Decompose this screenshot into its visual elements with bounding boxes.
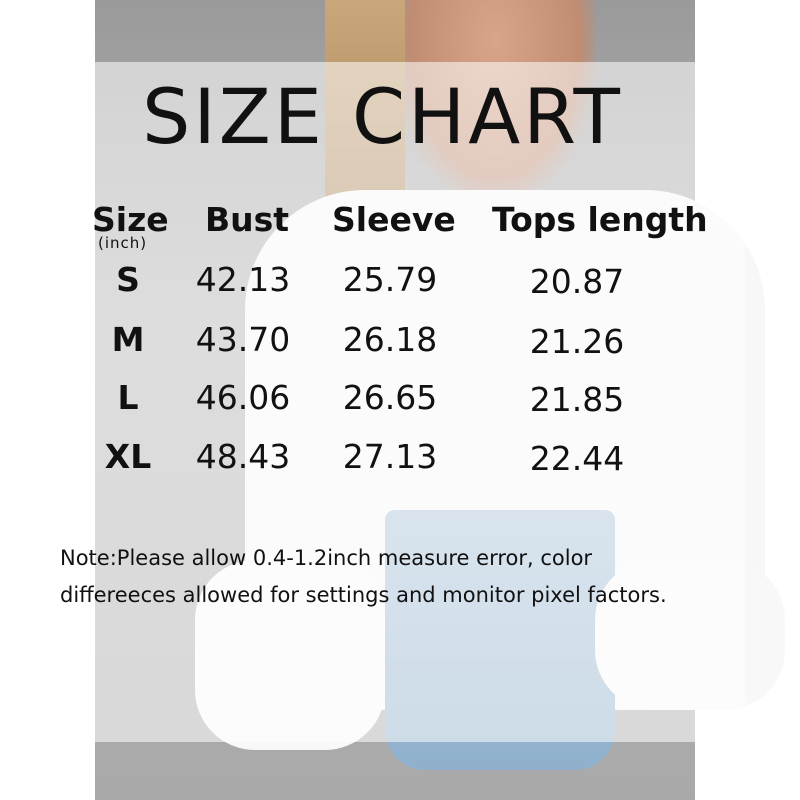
sleeve-cell: 27.13 <box>342 437 438 476</box>
length-cell: 21.26 <box>529 322 625 361</box>
note-line-1: Note:Please allow 0.4-1.2inch measure er… <box>60 546 593 570</box>
header-sleeve: Sleeve <box>332 200 456 239</box>
size-cell: XL <box>104 437 152 476</box>
size-cell: S <box>116 260 140 299</box>
bust-cell: 43.70 <box>195 320 291 359</box>
sleeve-cell: 26.65 <box>342 378 438 417</box>
measurement-note: Note:Please allow 0.4-1.2inch measure er… <box>60 540 667 614</box>
header-unit: (inch) <box>98 234 148 252</box>
bust-cell: 46.06 <box>195 378 291 417</box>
header-bust: Bust <box>205 200 290 239</box>
translucent-overlay <box>52 62 745 742</box>
length-cell: 21.85 <box>529 380 625 419</box>
bust-cell: 42.13 <box>195 260 291 299</box>
note-line-2: differeeces allowed for settings and mon… <box>60 583 667 607</box>
size-cell: M <box>111 320 145 359</box>
header-size: Size <box>92 200 169 239</box>
page-title: SIZE CHART <box>142 72 623 161</box>
size-cell: L <box>117 378 139 417</box>
sleeve-cell: 25.79 <box>342 260 438 299</box>
sleeve-cell: 26.18 <box>342 320 438 359</box>
length-cell: 20.87 <box>529 262 625 301</box>
length-cell: 22.44 <box>529 439 625 478</box>
bust-cell: 48.43 <box>195 437 291 476</box>
header-tops-length: Tops length <box>492 200 708 239</box>
